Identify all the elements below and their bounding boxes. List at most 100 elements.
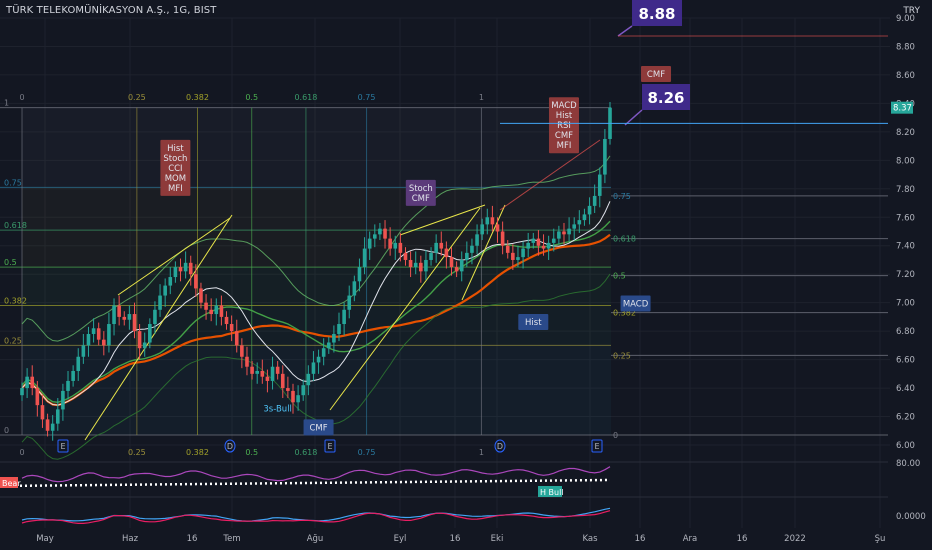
fib-top-label: 0.382 (186, 93, 209, 102)
trend-line (117, 217, 231, 296)
fib-top-label: 0.618 (294, 93, 317, 102)
candle-body (485, 217, 490, 225)
event-marker (591, 439, 603, 453)
candle-body (470, 245, 474, 253)
fib-bottom-label: 0 (19, 448, 24, 457)
candle-body (321, 348, 326, 357)
candle-body (265, 376, 270, 381)
fib-bottom-label: 0.75 (358, 448, 376, 457)
signal-text: CMF (309, 423, 327, 433)
price-tick-label: 7.80 (896, 185, 915, 195)
price-tick-label: 8.00 (896, 156, 915, 166)
bull-badge (538, 486, 562, 497)
signal-text: CCI (168, 164, 182, 174)
trend-line (329, 207, 481, 411)
time-tick-label: Kas (582, 534, 598, 544)
candle-body (424, 259, 428, 272)
signal-box (641, 66, 672, 83)
candle-body (541, 245, 546, 249)
candle-body (250, 366, 254, 374)
signal-text: MOM (165, 174, 186, 184)
time-tick-label: Ara (683, 534, 698, 544)
price-tick-label: 6.60 (896, 356, 915, 366)
time-tick-label: Tem (222, 534, 240, 544)
candle-body (260, 370, 265, 377)
candle-body (557, 231, 561, 239)
event-marker (494, 439, 506, 453)
candle-body (505, 245, 510, 253)
candle-body (500, 231, 505, 246)
candle-body (117, 305, 121, 317)
candle-body (194, 274, 198, 289)
candle-body (439, 242, 444, 249)
time-tick-label: Eki (491, 534, 504, 544)
candle-body (45, 419, 50, 431)
fib-left-label: 0 (4, 426, 9, 435)
price-axis[interactable]: 6.00 6.20 6.40 6.60 6.80 7.00 7.20 7.40 7.60 7.80… (57, 14, 915, 453)
price-tick-label: 8.20 (896, 128, 915, 138)
candle-body (25, 376, 29, 389)
candle-body (50, 423, 55, 431)
candle-body (495, 224, 500, 232)
candle-body (275, 366, 280, 374)
candle-body (352, 281, 357, 296)
price-tick-label: 6.80 (896, 327, 915, 337)
candle-body (326, 342, 331, 349)
candle-body (168, 277, 173, 286)
fib-bottom-label: 0.382 (186, 448, 209, 457)
signal-text: Hist (556, 111, 573, 121)
rsi-dotted-line (0, 478, 611, 488)
time-tick-label: Ağu (307, 534, 324, 544)
signal-text: MACD (551, 101, 577, 111)
target-pointer-high (617, 25, 633, 37)
signal-line-pink (21, 510, 611, 524)
time-axis[interactable]: May Haz 16 Tem Ağu Eyl 16 Eki Kas 16 Ara 16 2022 Şu (36, 534, 885, 544)
candle-body (240, 345, 244, 357)
candle-body (158, 295, 162, 310)
event-marker-label: E (594, 442, 599, 451)
price-tick-label: 6.00 (896, 441, 915, 451)
signal-text: Hist (525, 318, 542, 328)
grid-lines (0, 17, 890, 528)
trend-line-red (499, 139, 601, 211)
candle-body (592, 195, 597, 206)
price-tick-label: 7.20 (896, 270, 915, 280)
band-upper-line (21, 155, 611, 342)
candle-body (96, 328, 101, 340)
signal-text: Hist (167, 144, 184, 154)
candle-body (511, 252, 515, 260)
price-tick-label: 7.40 (896, 242, 915, 252)
bull-label: H Bull (540, 488, 564, 497)
candle-body (388, 238, 392, 249)
target-label-high: 8.88 (638, 5, 675, 23)
candle-body (209, 309, 213, 315)
candle-body (373, 234, 377, 239)
candle-body (286, 388, 290, 391)
price-tick-label: 8.80 (896, 42, 915, 52)
time-tick-label: Şu (875, 534, 886, 544)
time-tick-label: Haz (122, 534, 139, 544)
fib-left-label: 0.5 (4, 258, 17, 267)
fib-right-label: 0.382 (613, 309, 636, 318)
time-tick-label: 16 (737, 534, 748, 544)
candle-body (280, 373, 285, 389)
candle-body (429, 252, 433, 260)
signal-box (303, 419, 334, 436)
time-tick-label: Eyl (394, 534, 407, 544)
signal-text: MACD (623, 300, 649, 310)
target-box-low (642, 84, 690, 110)
bear-badge (0, 477, 18, 488)
candle-body (526, 242, 530, 249)
candle-body (296, 395, 300, 403)
trend-line (399, 204, 486, 236)
fib-left-label: 0.382 (4, 297, 27, 306)
signal-box (160, 139, 191, 196)
signal-text: CMF (412, 194, 430, 204)
last-price-badge (891, 101, 913, 114)
candle-body (383, 228, 387, 239)
candle-body (76, 356, 81, 371)
candle-body (229, 324, 234, 332)
candle-body (332, 333, 336, 343)
price-tick-label: 6.40 (896, 384, 915, 394)
